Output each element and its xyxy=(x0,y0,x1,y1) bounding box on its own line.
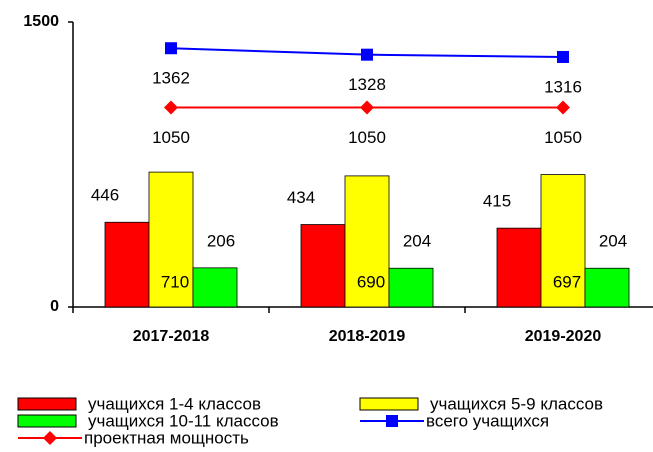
y-tick-label: 0 xyxy=(50,298,59,315)
y-tick-label: 1500 xyxy=(23,13,59,30)
bar xyxy=(496,227,542,308)
bar xyxy=(300,224,346,308)
bar xyxy=(584,267,630,308)
data-label: 204 xyxy=(599,232,627,251)
marker xyxy=(361,48,373,61)
bar xyxy=(192,267,238,308)
data-label: 697 xyxy=(553,272,581,291)
x-tick-label: 2018-2019 xyxy=(329,328,406,345)
data-label: 1316 xyxy=(544,77,582,96)
data-label: 446 xyxy=(91,186,119,205)
legend-label: учащихся 10-11 классов xyxy=(88,411,279,430)
data-label: 434 xyxy=(287,188,315,207)
data-label: 710 xyxy=(161,272,189,291)
bar xyxy=(388,267,434,308)
data-label: 204 xyxy=(403,232,431,251)
data-label: 690 xyxy=(357,272,385,291)
marker xyxy=(557,50,569,63)
legend-swatch xyxy=(17,397,77,411)
data-label: 1050 xyxy=(152,128,190,147)
bar xyxy=(148,171,194,308)
legend-swatch xyxy=(359,397,419,411)
marker xyxy=(164,100,178,115)
x-tick-label: 2019-2020 xyxy=(525,328,602,345)
data-label: 1050 xyxy=(348,128,386,147)
x-tick-label: 2017-2018 xyxy=(133,328,210,345)
data-label: 415 xyxy=(483,192,511,211)
legend-label: всего учащихся xyxy=(426,411,549,430)
data-label: 1362 xyxy=(152,69,190,88)
data-label: 1328 xyxy=(348,75,386,94)
data-label: 206 xyxy=(207,231,235,250)
legend-marker xyxy=(43,431,57,445)
legend-label: учащихся 5-9 классов xyxy=(430,394,603,413)
bar xyxy=(104,221,150,308)
legend-marker xyxy=(386,415,398,427)
data-label: 1050 xyxy=(544,128,582,147)
marker xyxy=(165,42,177,55)
legend-label: проектная мощность xyxy=(84,428,249,447)
legend-swatch xyxy=(17,414,77,428)
legend-label: учащихся 1-4 классов xyxy=(88,394,261,413)
marker xyxy=(360,100,374,115)
marker xyxy=(556,100,570,115)
bar xyxy=(540,174,586,308)
bar xyxy=(344,175,390,308)
